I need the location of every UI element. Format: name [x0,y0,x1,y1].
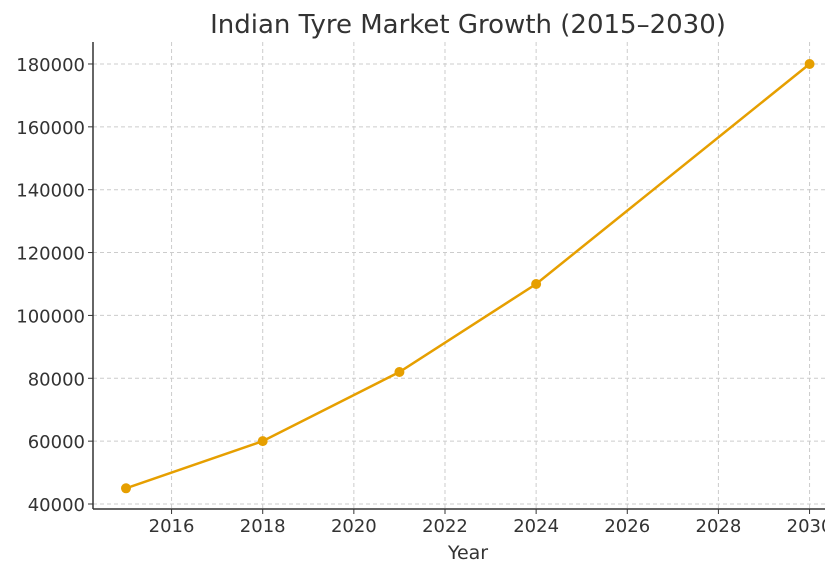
y-tick-label: 100000 [16,306,85,327]
data-point [804,58,815,69]
x-tick-label: 2018 [240,516,286,537]
chart-title: Indian Tyre Market Growth (2015–2030) [210,10,726,40]
axes: 2016 2018 2020 2022 2024 2026 2028 2030 40000 600… [16,42,825,537]
x-axis-label: Year [447,542,488,564]
y-tick-label: 120000 [16,244,85,265]
y-tick-label: 180000 [16,55,85,76]
x-tick-label: 2022 [422,516,468,537]
x-tick-label: 2020 [331,516,377,537]
x-tick-label: 2030 [787,516,825,537]
x-tick-label: 2016 [149,516,195,537]
data-point [257,436,268,447]
y-tick-label: 160000 [16,118,85,139]
y-tick-label: 60000 [28,432,85,453]
x-tick-label: 2024 [513,516,559,537]
series [121,58,815,494]
y-tick-label: 140000 [16,181,85,202]
data-point [121,483,131,494]
series-line [125,63,811,490]
y-tick-label: 40000 [28,495,85,516]
x-tick-label: 2028 [696,516,742,537]
data-point [394,366,405,377]
y-tick-label: 80000 [28,369,85,390]
x-tick-label: 2026 [604,516,650,537]
data-point [531,278,542,289]
grid [93,42,825,509]
